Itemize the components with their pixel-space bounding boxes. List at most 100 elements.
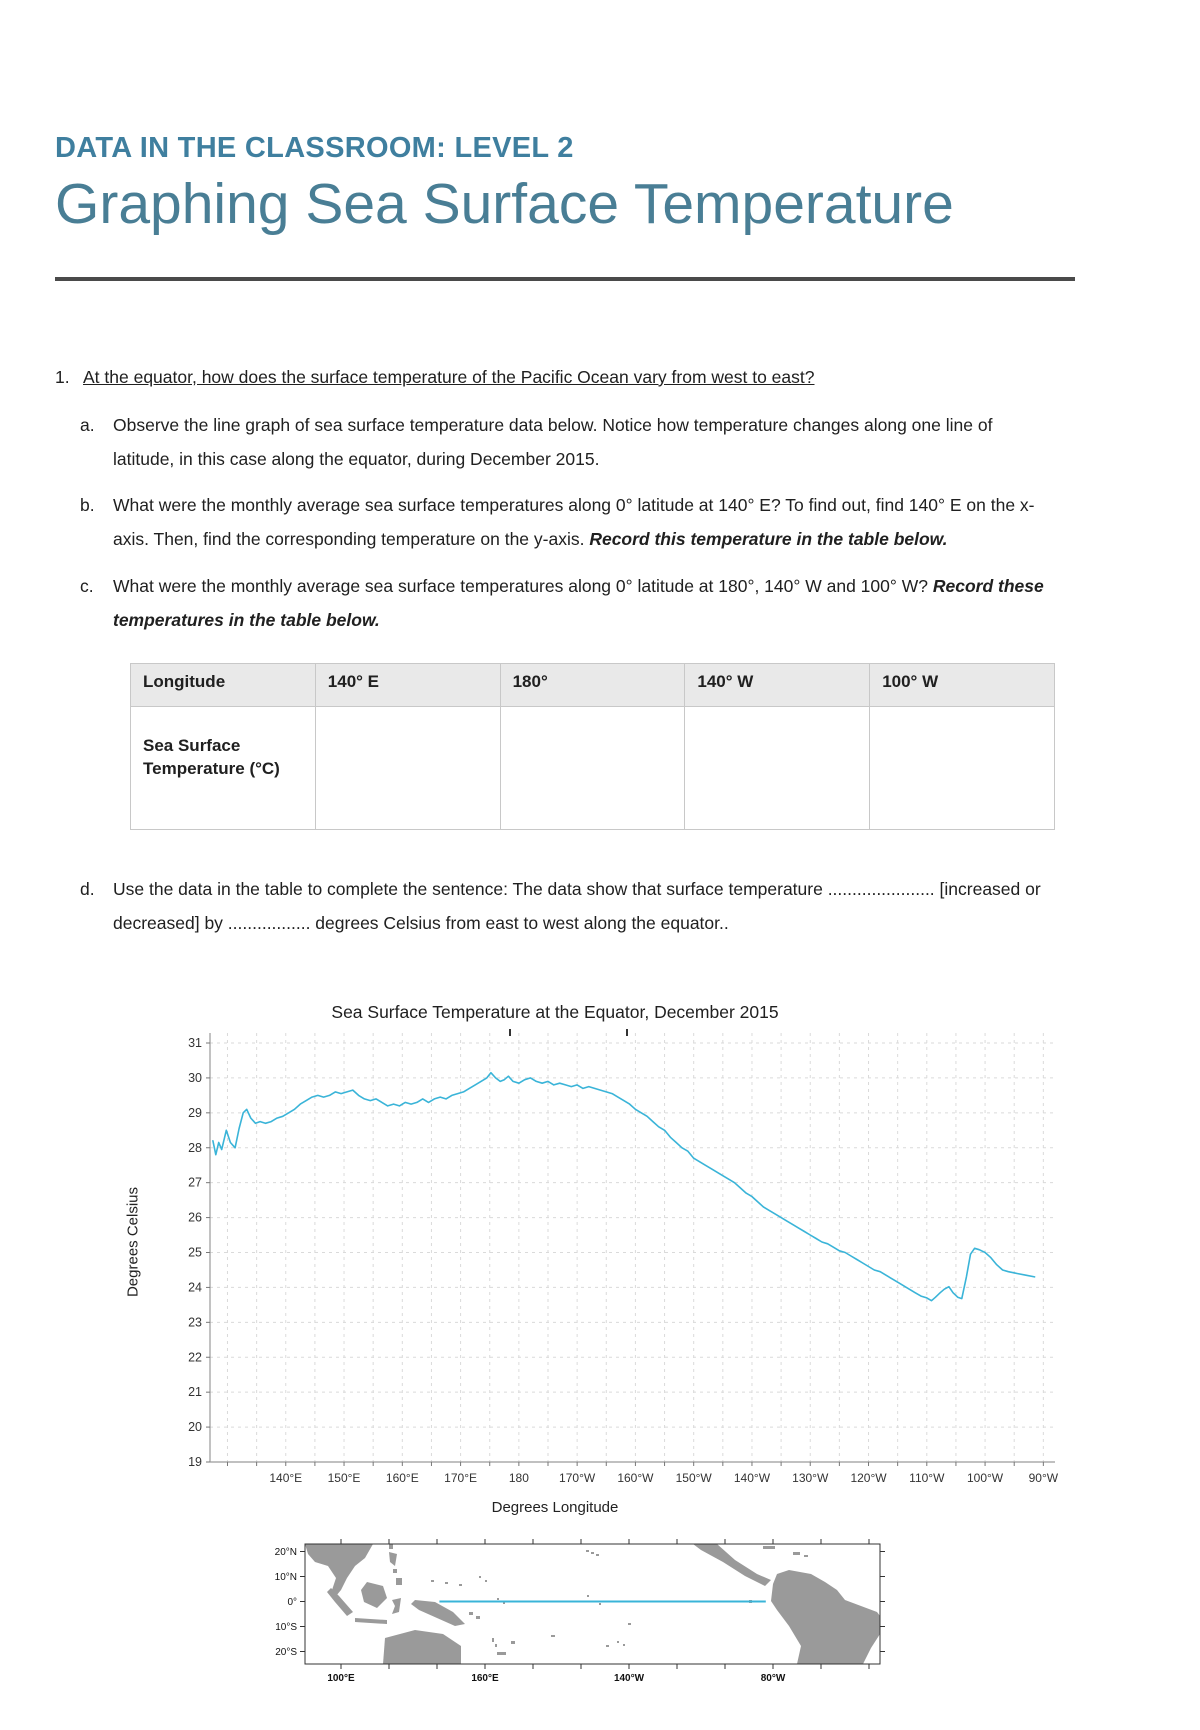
table-data-row: Sea Surface Temperature (°C) bbox=[130, 705, 1055, 830]
sst-line bbox=[212, 1071, 1036, 1302]
island-dot bbox=[503, 1602, 505, 1605]
svg-text:80°W: 80°W bbox=[761, 1673, 786, 1684]
svg-text:25: 25 bbox=[188, 1246, 202, 1260]
x-axis-label: Degrees Longitude bbox=[491, 1499, 619, 1517]
item-d-body: Use the data in the table to complete th… bbox=[113, 878, 1041, 933]
island-dot bbox=[587, 1595, 589, 1598]
svg-text:180: 180 bbox=[509, 1471, 529, 1485]
svg-text:31: 31 bbox=[188, 1036, 202, 1050]
island-dot bbox=[591, 1552, 594, 1555]
question-1-items: a. Observe the line graph of sea surface… bbox=[55, 408, 1145, 940]
svg-text:140°E: 140°E bbox=[269, 1471, 302, 1485]
svg-text:170°E: 170°E bbox=[444, 1471, 477, 1485]
item-c-letter: c. bbox=[80, 575, 94, 596]
svg-text:20°N: 20°N bbox=[275, 1547, 297, 1558]
svg-text:120°W: 120°W bbox=[850, 1471, 887, 1485]
sst-chart: Sea Surface Temperature at the Equator, … bbox=[55, 1002, 1145, 1516]
island-dot bbox=[596, 1554, 599, 1557]
temperature-line bbox=[212, 1071, 1036, 1302]
island-dot bbox=[586, 1550, 589, 1553]
svg-text:20: 20 bbox=[188, 1420, 202, 1434]
land-southeast-asia bbox=[305, 1544, 373, 1597]
sst-chart-svg: 19 20 21 22 23 24 25 26 27 28 29 30 31 140°E 150°E 160… bbox=[188, 1029, 1059, 1485]
land-puerto-rico bbox=[804, 1555, 808, 1558]
land-hispaniola bbox=[793, 1552, 800, 1556]
svg-text:100°W: 100°W bbox=[967, 1471, 1004, 1485]
land-central-america bbox=[693, 1544, 771, 1587]
island-dot bbox=[628, 1623, 631, 1626]
svg-text:19: 19 bbox=[188, 1455, 202, 1469]
svg-text:150°E: 150°E bbox=[328, 1471, 361, 1485]
item-a-letter: a. bbox=[80, 415, 95, 436]
land-sulawesi bbox=[392, 1598, 401, 1615]
table-header-180: 180° bbox=[499, 662, 686, 707]
island-dot bbox=[476, 1616, 480, 1620]
svg-text:20°S: 20°S bbox=[275, 1647, 297, 1658]
table-cell-blank-100w bbox=[869, 705, 1055, 830]
island-dot bbox=[497, 1652, 506, 1656]
question-1: 1. At the equator, how does the surface … bbox=[55, 361, 1145, 940]
svg-text:140°W: 140°W bbox=[734, 1471, 771, 1485]
svg-text:160°W: 160°W bbox=[617, 1471, 654, 1485]
land-south-america bbox=[771, 1570, 880, 1665]
pacific-map: 20°N 10°N 0° 10°S 20°S 100°E 160°E 140°W 80°W bbox=[265, 1538, 1145, 1690]
question-item-c: c. What were the monthly average sea sur… bbox=[80, 569, 1145, 637]
item-c-body: What were the monthly average sea surfac… bbox=[113, 575, 933, 596]
table-header-row: Longitude 140° E 180° 140° W 100° W bbox=[130, 662, 1055, 707]
svg-text:22: 22 bbox=[188, 1350, 202, 1364]
island-dot bbox=[497, 1598, 499, 1601]
island-dot bbox=[431, 1580, 434, 1583]
land-new-guinea bbox=[411, 1600, 465, 1627]
svg-text:30: 30 bbox=[188, 1071, 202, 1085]
table-cell-blank-140w bbox=[684, 705, 871, 830]
item-b-body: What were the monthly average sea surfac… bbox=[113, 495, 1035, 550]
svg-text:10°N: 10°N bbox=[275, 1572, 297, 1583]
svg-text:28: 28 bbox=[188, 1141, 202, 1155]
question-item-a: a. Observe the line graph of sea surface… bbox=[80, 408, 1145, 476]
island-dot bbox=[469, 1612, 473, 1616]
table-header-140e: 140° E bbox=[314, 662, 501, 707]
item-b-text: What were the monthly average sea surfac… bbox=[113, 488, 1048, 556]
item-a-text: Observe the line graph of sea surface te… bbox=[113, 408, 1048, 476]
y-axis-label: Degrees Celsius bbox=[124, 1186, 142, 1297]
island-dot bbox=[495, 1644, 497, 1648]
island-dot bbox=[485, 1580, 487, 1583]
chart-gridlines bbox=[210, 1033, 1055, 1463]
sst-table: Longitude 140° E 180° 140° W 100° W Sea … bbox=[130, 662, 1055, 830]
item-b-emphasis: Record this temperature in the table bel… bbox=[589, 529, 948, 550]
x-tick-labels: 140°E 150°E 160°E 170°E 180 170°W 160°W 150°W 14… bbox=[226, 1462, 1059, 1485]
pacific-map-svg: 20°N 10°N 0° 10°S 20°S 100°E 160°E 140°W 80°W bbox=[275, 1539, 885, 1684]
land-cuba bbox=[763, 1546, 775, 1550]
table-row-label: Sea Surface Temperature (°C) bbox=[130, 705, 316, 830]
svg-text:27: 27 bbox=[188, 1176, 202, 1190]
table-cell-blank-140e bbox=[314, 705, 501, 830]
question-text: At the equator, how does the surface tem… bbox=[83, 366, 815, 387]
item-d-text: Use the data in the table to complete th… bbox=[113, 872, 1048, 940]
item-b-letter: b. bbox=[80, 495, 95, 516]
svg-text:160°E: 160°E bbox=[386, 1471, 419, 1485]
doc-header: DATA IN THE CLASSROOM: LEVEL 2 Graphing … bbox=[55, 132, 1145, 281]
chart-title: Sea Surface Temperature at the Equator, … bbox=[331, 1002, 779, 1023]
svg-text:26: 26 bbox=[188, 1211, 202, 1225]
top-axis-marks bbox=[509, 1029, 628, 1037]
land-visayas bbox=[393, 1569, 397, 1574]
island-dot bbox=[492, 1638, 494, 1643]
question-item-b: b. What were the monthly average sea sur… bbox=[80, 488, 1145, 556]
svg-text:140°W: 140°W bbox=[614, 1673, 645, 1684]
svg-text:23: 23 bbox=[188, 1315, 202, 1329]
doc-kicker: DATA IN THE CLASSROOM: LEVEL 2 bbox=[55, 132, 574, 164]
question-item-d: d. Use the data in the table to complete… bbox=[80, 872, 1145, 940]
table-cell-blank-180 bbox=[499, 705, 686, 830]
item-d-letter: d. bbox=[80, 878, 95, 899]
table-header-100w: 100° W bbox=[869, 662, 1055, 707]
page-title: Graphing Sea Surface Temperature bbox=[55, 172, 954, 236]
svg-text:170°W: 170°W bbox=[559, 1471, 596, 1485]
y-tick-labels: 19 20 21 22 23 24 25 26 27 28 29 30 31 bbox=[188, 1036, 210, 1469]
chart-axes bbox=[209, 1033, 1055, 1463]
svg-text:24: 24 bbox=[188, 1280, 202, 1294]
land-taiwan bbox=[389, 1544, 393, 1550]
svg-text:10°S: 10°S bbox=[275, 1622, 297, 1633]
land-luzon bbox=[389, 1552, 397, 1567]
island-dot bbox=[511, 1641, 515, 1645]
map-ticks-and-labels: 20°N 10°N 0° 10°S 20°S 100°E 160°E 140°W 80°W bbox=[275, 1539, 885, 1684]
